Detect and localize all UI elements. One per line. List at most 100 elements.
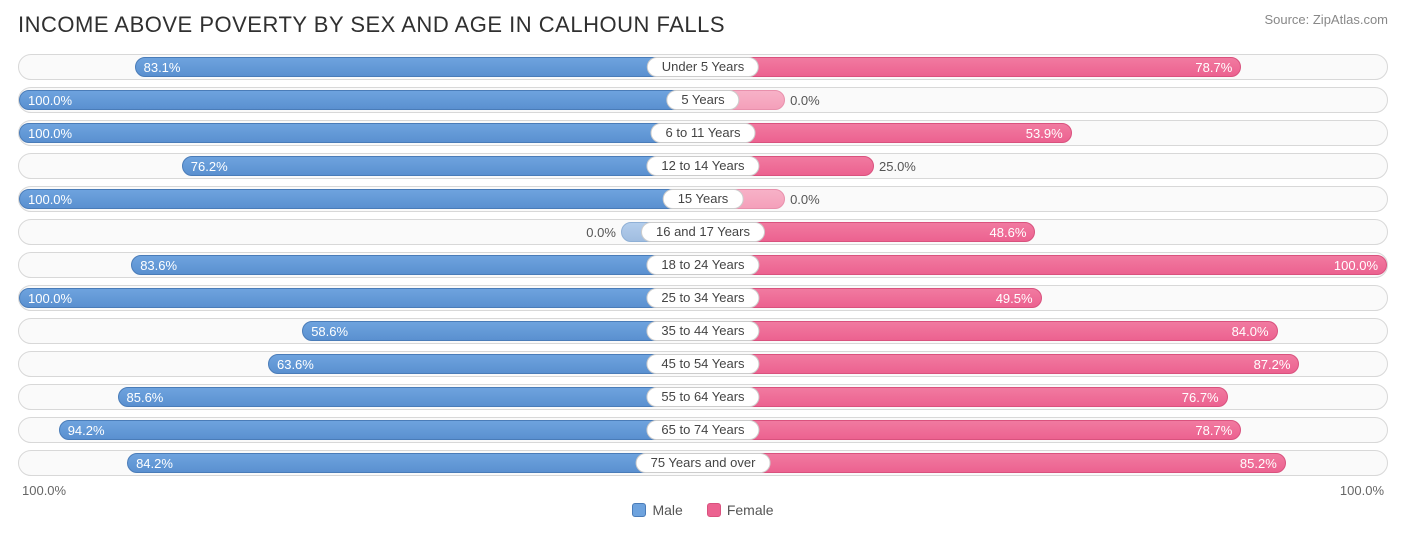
female-side: 87.2% bbox=[703, 352, 1387, 376]
legend-item-female: Female bbox=[707, 502, 774, 518]
axis-right-label: 100.0% bbox=[1340, 483, 1384, 498]
female-side: 25.0% bbox=[703, 154, 1387, 178]
male-side: 63.6% bbox=[19, 352, 703, 376]
category-label: 75 Years and over bbox=[636, 453, 771, 473]
male-value-label: 58.6% bbox=[303, 324, 356, 339]
female-bar: 84.0% bbox=[703, 321, 1278, 341]
male-value-label: 76.2% bbox=[183, 159, 236, 174]
chart-row: 100.0% 49.5% 25 to 34 Years bbox=[18, 285, 1388, 311]
male-value-label: 100.0% bbox=[20, 126, 80, 141]
chart-header: INCOME ABOVE POVERTY BY SEX AND AGE IN C… bbox=[18, 12, 1388, 38]
female-side: 76.7% bbox=[703, 385, 1387, 409]
category-label: 15 Years bbox=[663, 189, 744, 209]
male-bar: 100.0% bbox=[19, 288, 703, 308]
male-bar: 63.6% bbox=[268, 354, 703, 374]
male-side: 58.6% bbox=[19, 319, 703, 343]
male-side: 83.6% bbox=[19, 253, 703, 277]
category-label: 45 to 54 Years bbox=[646, 354, 759, 374]
male-value-label: 85.6% bbox=[119, 390, 172, 405]
female-bar: 87.2% bbox=[703, 354, 1299, 374]
female-side: 0.0% bbox=[703, 187, 1387, 211]
male-bar: 58.6% bbox=[302, 321, 703, 341]
axis-left-label: 100.0% bbox=[22, 483, 66, 498]
male-side: 94.2% bbox=[19, 418, 703, 442]
female-side: 48.6% bbox=[703, 220, 1387, 244]
female-side: 100.0% bbox=[703, 253, 1387, 277]
male-value-label: 94.2% bbox=[60, 423, 113, 438]
category-label: 55 to 64 Years bbox=[646, 387, 759, 407]
chart-row: 100.0%53.9%6 to 11 Years bbox=[18, 120, 1388, 146]
male-bar: 100.0% bbox=[19, 90, 703, 110]
female-value-label: 84.0% bbox=[1224, 324, 1277, 339]
male-side: 100.0% bbox=[19, 286, 703, 310]
diverging-bar-chart: 83.1%78.7%Under 5 Years100.0%0.0%5 Years… bbox=[18, 54, 1388, 476]
chart-row: 94.2% 78.7% 65 to 74 Years bbox=[18, 417, 1388, 443]
legend: Male Female bbox=[18, 502, 1388, 518]
male-side: 100.0% bbox=[19, 88, 703, 112]
chart-title: INCOME ABOVE POVERTY BY SEX AND AGE IN C… bbox=[18, 12, 725, 38]
female-value-label: 85.2% bbox=[1232, 456, 1285, 471]
female-value-label: 78.7% bbox=[1187, 60, 1240, 75]
female-value-label: 0.0% bbox=[784, 192, 828, 207]
male-side: 76.2% bbox=[19, 154, 703, 178]
female-value-label: 87.2% bbox=[1246, 357, 1299, 372]
male-value-label: 83.6% bbox=[132, 258, 185, 273]
female-value-label: 100.0% bbox=[1326, 258, 1386, 273]
female-side: 53.9% bbox=[703, 121, 1387, 145]
female-side: 85.2% bbox=[703, 451, 1387, 475]
chart-row: 63.6% 87.2% 45 to 54 Years bbox=[18, 351, 1388, 377]
female-bar: 53.9% bbox=[703, 123, 1072, 143]
male-value-label: 100.0% bbox=[20, 93, 80, 108]
category-label: 12 to 14 Years bbox=[646, 156, 759, 176]
female-value-label: 25.0% bbox=[873, 159, 924, 174]
category-label: 18 to 24 Years bbox=[646, 255, 759, 275]
chart-row: 100.0% 0.0% 15 Years bbox=[18, 186, 1388, 212]
female-value-label: 76.7% bbox=[1174, 390, 1227, 405]
male-bar: 85.6% bbox=[118, 387, 704, 407]
chart-row: 0.0% 48.6% 16 and 17 Years bbox=[18, 219, 1388, 245]
male-side: 100.0% bbox=[19, 121, 703, 145]
chart-row: 58.6%84.0%35 to 44 Years bbox=[18, 318, 1388, 344]
male-bar: 83.6% bbox=[131, 255, 703, 275]
male-side: 100.0% bbox=[19, 187, 703, 211]
female-bar: 78.7% bbox=[703, 57, 1241, 77]
female-swatch-icon bbox=[707, 503, 721, 517]
female-side: 84.0% bbox=[703, 319, 1387, 343]
category-label: 65 to 74 Years bbox=[646, 420, 759, 440]
male-value-label: 100.0% bbox=[20, 192, 80, 207]
chart-row: 84.2% 85.2% 75 Years and over bbox=[18, 450, 1388, 476]
male-value-label: 84.2% bbox=[128, 456, 181, 471]
female-bar: 76.7% bbox=[703, 387, 1228, 407]
male-side: 84.2% bbox=[19, 451, 703, 475]
female-side: 78.7% bbox=[703, 55, 1387, 79]
female-side: 49.5% bbox=[703, 286, 1387, 310]
male-bar: 84.2% bbox=[127, 453, 703, 473]
male-value-label: 63.6% bbox=[269, 357, 322, 372]
x-axis: 100.0% 100.0% bbox=[18, 483, 1388, 498]
chart-row: 76.2% 25.0% 12 to 14 Years bbox=[18, 153, 1388, 179]
chart-row: 83.1% 78.7% Under 5 Years bbox=[18, 54, 1388, 80]
male-bar: 76.2% bbox=[182, 156, 703, 176]
female-bar: 100.0% bbox=[703, 255, 1387, 275]
male-bar: 100.0% bbox=[19, 123, 703, 143]
male-side: 85.6% bbox=[19, 385, 703, 409]
male-value-label: 83.1% bbox=[136, 60, 189, 75]
female-value-label: 78.7% bbox=[1187, 423, 1240, 438]
legend-female-label: Female bbox=[727, 502, 774, 518]
female-side: 0.0% bbox=[703, 88, 1387, 112]
chart-row: 100.0% 0.0%5 Years bbox=[18, 87, 1388, 113]
category-label: Under 5 Years bbox=[647, 57, 759, 77]
female-value-label: 53.9% bbox=[1018, 126, 1071, 141]
female-value-label: 48.6% bbox=[982, 225, 1035, 240]
chart-row: 85.6% 76.7% 55 to 64 Years bbox=[18, 384, 1388, 410]
female-side: 78.7% bbox=[703, 418, 1387, 442]
male-side: 0.0% bbox=[19, 220, 703, 244]
category-label: 5 Years bbox=[666, 90, 739, 110]
category-label: 16 and 17 Years bbox=[641, 222, 765, 242]
female-value-label: 49.5% bbox=[988, 291, 1041, 306]
chart-source: Source: ZipAtlas.com bbox=[1264, 12, 1388, 27]
category-label: 25 to 34 Years bbox=[646, 288, 759, 308]
male-value-label: 0.0% bbox=[578, 225, 622, 240]
male-bar: 83.1% bbox=[135, 57, 703, 77]
male-value-label: 100.0% bbox=[20, 291, 80, 306]
